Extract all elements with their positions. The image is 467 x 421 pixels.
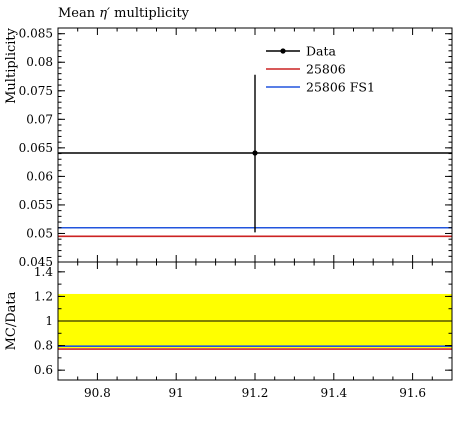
chart-title: Mean η′ multiplicity: [58, 6, 190, 21]
main-panel: 0.045 0.05 0.055 0.06 0.065 0.07 0.075 0.08 0.08…: [19, 27, 453, 269]
main-y-tick-label: 0.07: [26, 112, 53, 126]
main-y-tick-label: 0.065: [19, 141, 53, 155]
legend-marker-0: [280, 48, 286, 54]
ratio-y-tick-label: 1.2: [34, 289, 53, 303]
legend: Data 25806 25806 FS1: [266, 44, 375, 95]
main-y-tick-label: 0.06: [26, 169, 53, 183]
main-y-tick-label: 0.085: [19, 27, 53, 41]
main-y-axis-label: Multiplicity: [4, 27, 19, 104]
ratio-y-tick-label: 0.8: [34, 339, 53, 353]
main-y-tick-label: 0.045: [19, 255, 53, 269]
x-tick-label: 91: [169, 386, 184, 400]
main-y-tick-label: 0.055: [19, 198, 53, 212]
legend-label-1: 25806: [306, 62, 346, 77]
data-point: [252, 150, 258, 156]
main-y-tick-label: 0.05: [26, 226, 53, 240]
x-tick-label: 90.8: [84, 386, 111, 400]
main-y-tick-label: 0.08: [26, 55, 53, 69]
legend-label-2: 25806 FS1: [306, 80, 375, 95]
ratio-y-tick-label: 1.4: [34, 265, 53, 279]
ratio-y-tick-label: 1: [45, 314, 53, 328]
legend-label-0: Data: [306, 44, 336, 59]
x-tick-label: 91.2: [242, 386, 269, 400]
main-y-tick-label: 0.075: [19, 84, 53, 98]
ratio-y-axis-label: MC/Data: [4, 291, 19, 350]
x-axis: 90.8 91 91.2 91.4 91.6: [57, 28, 453, 400]
x-tick-label: 91.6: [399, 386, 426, 400]
ratio-y-tick-label: 0.6: [34, 363, 53, 377]
x-tick-label: 91.4: [320, 386, 347, 400]
ratio-panel: 0.6 0.8 1 1.2 1.4: [34, 261, 453, 381]
